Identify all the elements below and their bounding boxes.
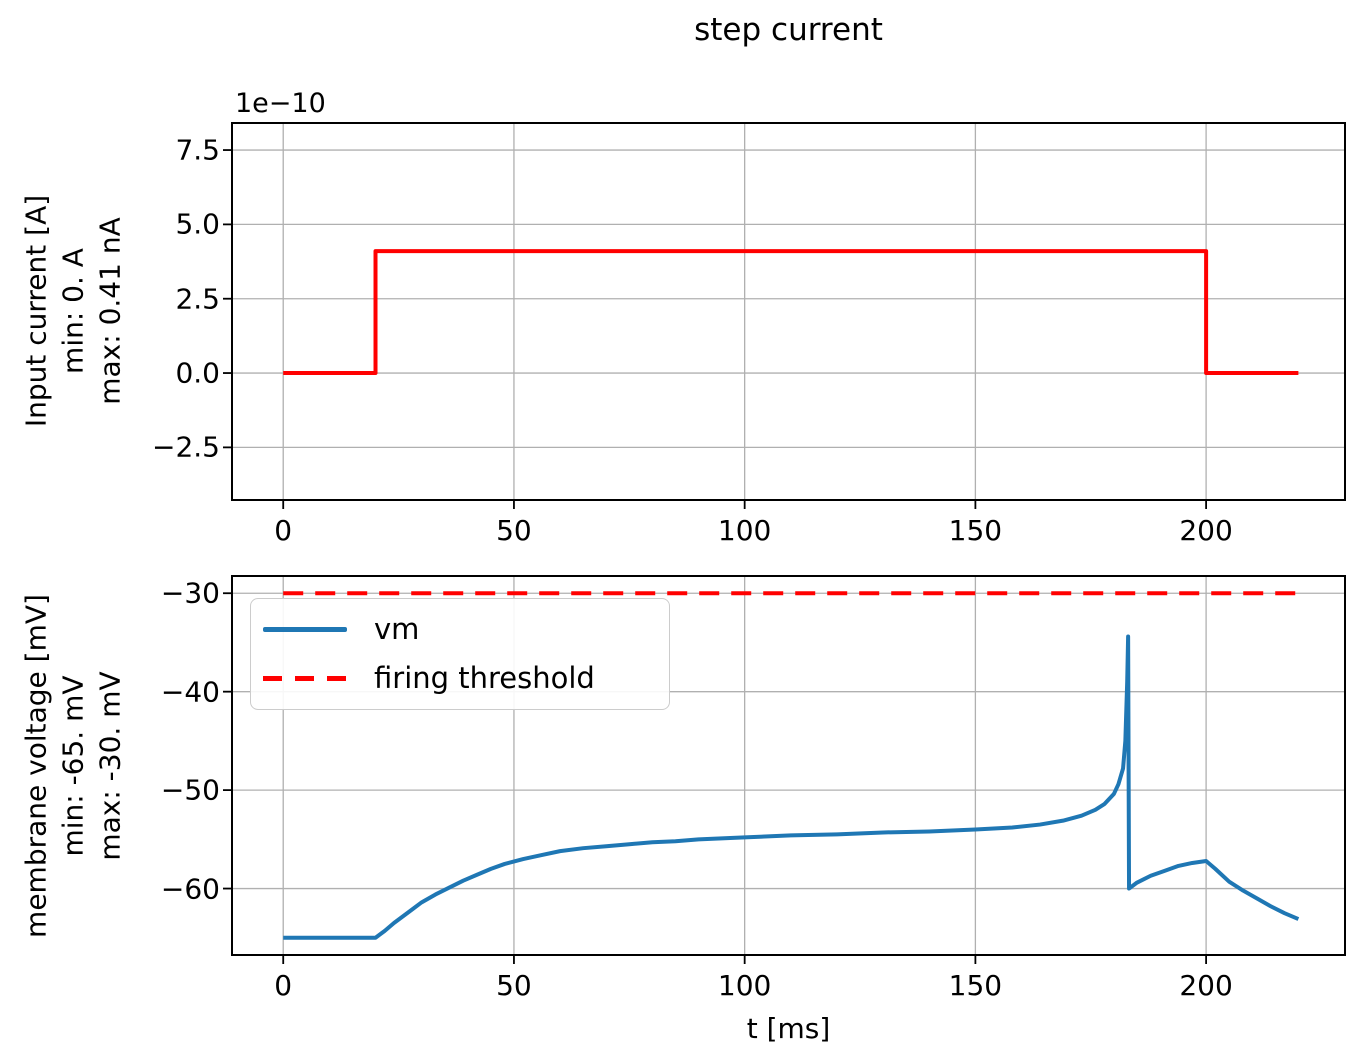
x-tick-label: 200 <box>1179 514 1233 547</box>
bottom-y-axis-label-line1: membrane voltage [mV] <box>19 594 53 938</box>
y-tick-label: −30 <box>160 576 220 610</box>
x-tick-label: 0 <box>274 514 293 547</box>
legend-label-threshold: firing threshold <box>374 661 595 695</box>
y-tick-label: 5.0 <box>175 207 220 241</box>
legend-label-vm: vm <box>374 612 420 646</box>
x-tick-label: 50 <box>496 514 532 547</box>
threshold-line-sample <box>263 676 347 681</box>
legend-row-threshold: firing threshold <box>251 664 669 693</box>
y-tick-label: 2.5 <box>175 282 220 316</box>
vm-line-sample <box>263 627 347 632</box>
axes-frame <box>231 575 1346 956</box>
x-tick-label: 100 <box>717 969 772 1002</box>
x-axis-label: t [ms] <box>746 1012 831 1045</box>
x-tick-label: 150 <box>948 514 1003 547</box>
x-tick-label: 0 <box>274 969 293 1002</box>
y-tick-label: −40 <box>160 675 220 709</box>
axes-frame <box>231 122 1346 501</box>
series-vm <box>283 634 1300 940</box>
y-tick-label: 0.0 <box>175 356 220 390</box>
legend-row-vm: vm <box>251 615 669 644</box>
x-tick-label: 50 <box>496 969 532 1002</box>
x-tick-label: 150 <box>948 969 1003 1002</box>
y-axis-offset-text: 1e−10 <box>235 88 326 119</box>
bottom-y-axis-label-line2: min: -65. mV <box>56 675 90 857</box>
legend: vm firing threshold <box>250 598 670 710</box>
input-current-plot <box>223 122 1346 509</box>
y-tick-label: −50 <box>160 773 220 807</box>
y-tick-label: −60 <box>160 872 220 906</box>
x-tick-label: 100 <box>717 514 772 547</box>
top-y-axis-label-line2: min: 0. A <box>56 248 90 374</box>
top-y-axis-label-line1: Input current [A] <box>19 194 53 428</box>
x-tick-label: 200 <box>1179 969 1233 1002</box>
y-tick-label: 7.5 <box>175 133 220 167</box>
figure-title: step current <box>694 12 883 48</box>
y-tick-label: −2.5 <box>152 430 220 464</box>
series-input-current-step <box>283 249 1299 376</box>
